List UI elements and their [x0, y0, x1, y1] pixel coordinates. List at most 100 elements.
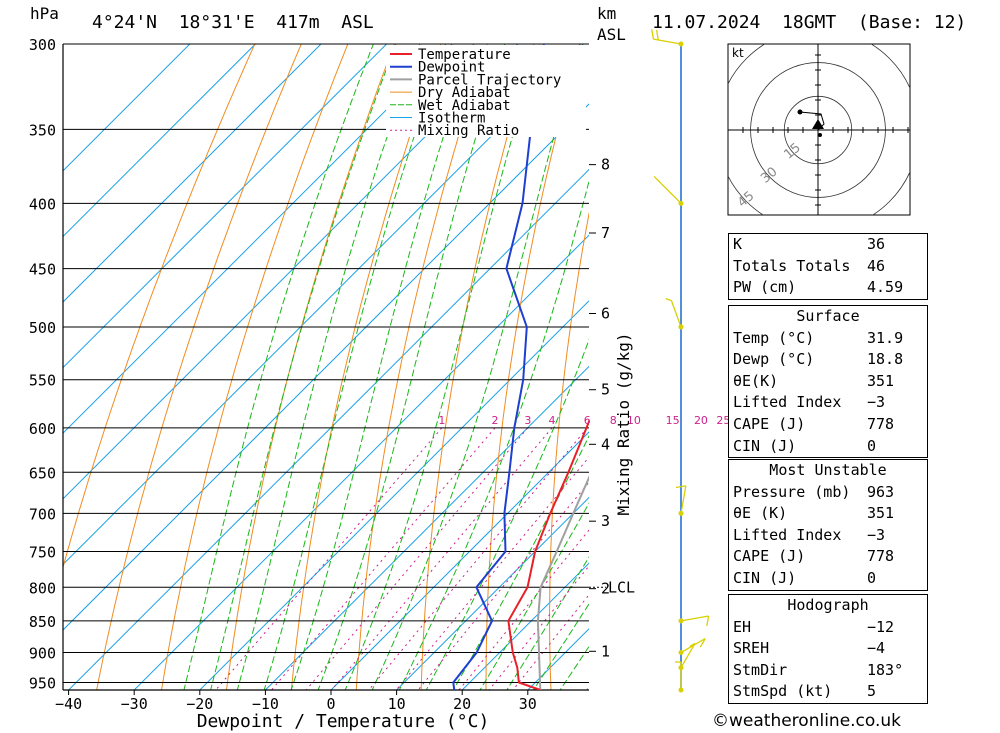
x-tick-label: −10 [252, 695, 279, 713]
hodograph-unit-label: kt [732, 46, 744, 60]
wind-barb-flag [653, 176, 662, 185]
km-tick-label: 3 [601, 512, 610, 530]
dry-adiabat-line [96, 44, 302, 690]
dry-adiabat-line [225, 44, 395, 690]
surface-label: Dewp (°C) [733, 350, 815, 369]
wet-adiabat-line [425, 338, 589, 690]
index-value: 4.59 [867, 278, 904, 297]
most-unstable-label: CIN (J) [733, 568, 797, 587]
mixing-ratio-line [417, 481, 589, 690]
km-tick-label: 5 [601, 381, 610, 399]
wind-barb-half-flag [689, 642, 696, 648]
legend-label: Wet Adiabat [418, 98, 511, 114]
mixing-ratio-line [270, 427, 496, 690]
mixing-ratio-line [331, 427, 553, 690]
mixing-ratio-label: 2 [491, 414, 498, 427]
isotherm-line [63, 44, 322, 303]
hodograph-row: StmSpd (kt) 5 [729, 681, 927, 703]
legend-label: Isotherm [418, 111, 485, 127]
parcel-trajectory-line [536, 475, 589, 690]
x-tick-label: −40 [55, 695, 82, 713]
pressure-tick-label: 750 [29, 544, 56, 562]
x-tick-label: 30 [519, 695, 537, 713]
dry-adiabat-line [944, 6, 1000, 700]
wind-barb-staff [680, 485, 687, 514]
most-unstable-title: Most Unstable [769, 461, 887, 479]
isotherm-line [133, 234, 589, 690]
isotherm-line [395, 496, 589, 690]
x-tick-label: −20 [186, 695, 213, 713]
km-tick-label: 8 [601, 156, 610, 174]
wet-adiabat-line [532, 603, 589, 690]
pressure-tick-label: 950 [29, 674, 56, 692]
surface-row: CIN (J) 0 [729, 436, 927, 458]
surface-row: Temp (°C) 31.9 [729, 328, 927, 350]
temperature-line [507, 418, 589, 690]
legend-label: Temperature [418, 47, 511, 63]
wind-barb-staff [653, 38, 682, 45]
wind-barb-flag [706, 615, 710, 626]
index-value: 46 [867, 256, 886, 275]
mixing-ratio-line [215, 427, 443, 690]
pressure-tick-label: 350 [29, 121, 56, 139]
surface-title: Surface [796, 307, 860, 325]
most-unstable-value: 0 [867, 568, 877, 587]
pressure-tick-label: 400 [29, 195, 56, 213]
hodograph-row: StmDir 183° [729, 660, 927, 682]
mixing-ratio-line [458, 529, 589, 690]
surface-label: CAPE (J) [733, 414, 806, 433]
credit-text: ©weatheronline.co.uk [712, 711, 902, 731]
surface-row: Dewp (°C) 18.8 [729, 349, 927, 371]
isotherm-line [63, 44, 257, 238]
height-unit-label: km [597, 4, 617, 23]
surface-value: 351 [867, 371, 895, 390]
dry-adiabat-line [420, 44, 535, 690]
wind-level-dot [678, 200, 684, 206]
pressure-tick-label: 900 [29, 645, 56, 663]
legend-label: Parcel Trajectory [418, 72, 561, 88]
mixing-ratio-label: 4 [548, 414, 555, 427]
most-unstable-row: θE (K) 351 [729, 503, 927, 525]
isotherm-line [199, 300, 589, 690]
wind-barb-staff [660, 183, 682, 204]
datetime-title: 11.07.2024 18GMT (Base: 12) [652, 12, 967, 33]
x-tick-label: −30 [121, 695, 148, 713]
most-unstable-label: Lifted Index [733, 525, 842, 544]
wind-barb-flag [651, 29, 655, 40]
mixing-ratio-label: 25 [716, 414, 730, 427]
pressure-tick-label: 800 [29, 579, 56, 597]
wind-level-dot [678, 41, 684, 47]
surface-value: 18.8 [867, 350, 904, 369]
dry-adiabat-line [549, 211, 589, 690]
most-unstable-row: CAPE (J) 778 [729, 546, 927, 568]
hodograph-label: StmDir [733, 660, 788, 679]
km-tick-label: 2 [601, 580, 610, 598]
wind-barb-staff [680, 643, 696, 669]
dry-adiabat-line [355, 44, 488, 690]
wind-level-dot [678, 650, 684, 656]
most-unstable-value: −3 [867, 525, 886, 544]
surface-row: Lifted Index −3 [729, 392, 927, 414]
lcl-label: LCL [608, 578, 635, 596]
km-tick-label: 7 [601, 224, 610, 242]
hodograph-label: SREH [733, 639, 770, 658]
surface-label: Temp (°C) [733, 328, 815, 347]
mixing-ratio-line [368, 427, 588, 690]
pressure-unit-label: hPa [30, 4, 59, 23]
x-tick-label: 20 [453, 695, 471, 713]
indices-panel: K 36 Totals Totals 46 PW (cm) 4.59 [728, 233, 928, 300]
wind-level-dot [678, 618, 684, 624]
wet-adiabat-line [452, 434, 589, 690]
most-unstable-panel: Most Unstable Pressure (mb) 963 θE (K) 351 L… [728, 459, 928, 591]
mixing-ratio-label: 1 [438, 414, 445, 427]
hodograph-end-dot [797, 109, 803, 115]
mixing-ratio-line [305, 427, 529, 690]
hodograph-value: −4 [867, 639, 886, 658]
index-row: PW (cm) 4.59 [729, 277, 927, 299]
mixing-ratio-label: 3 [524, 414, 531, 427]
most-unstable-row: CIN (J) 0 [729, 568, 927, 590]
hodograph-label: EH [733, 617, 752, 636]
wind-barb-flag [699, 638, 706, 648]
wind-barb-staff [670, 300, 682, 328]
